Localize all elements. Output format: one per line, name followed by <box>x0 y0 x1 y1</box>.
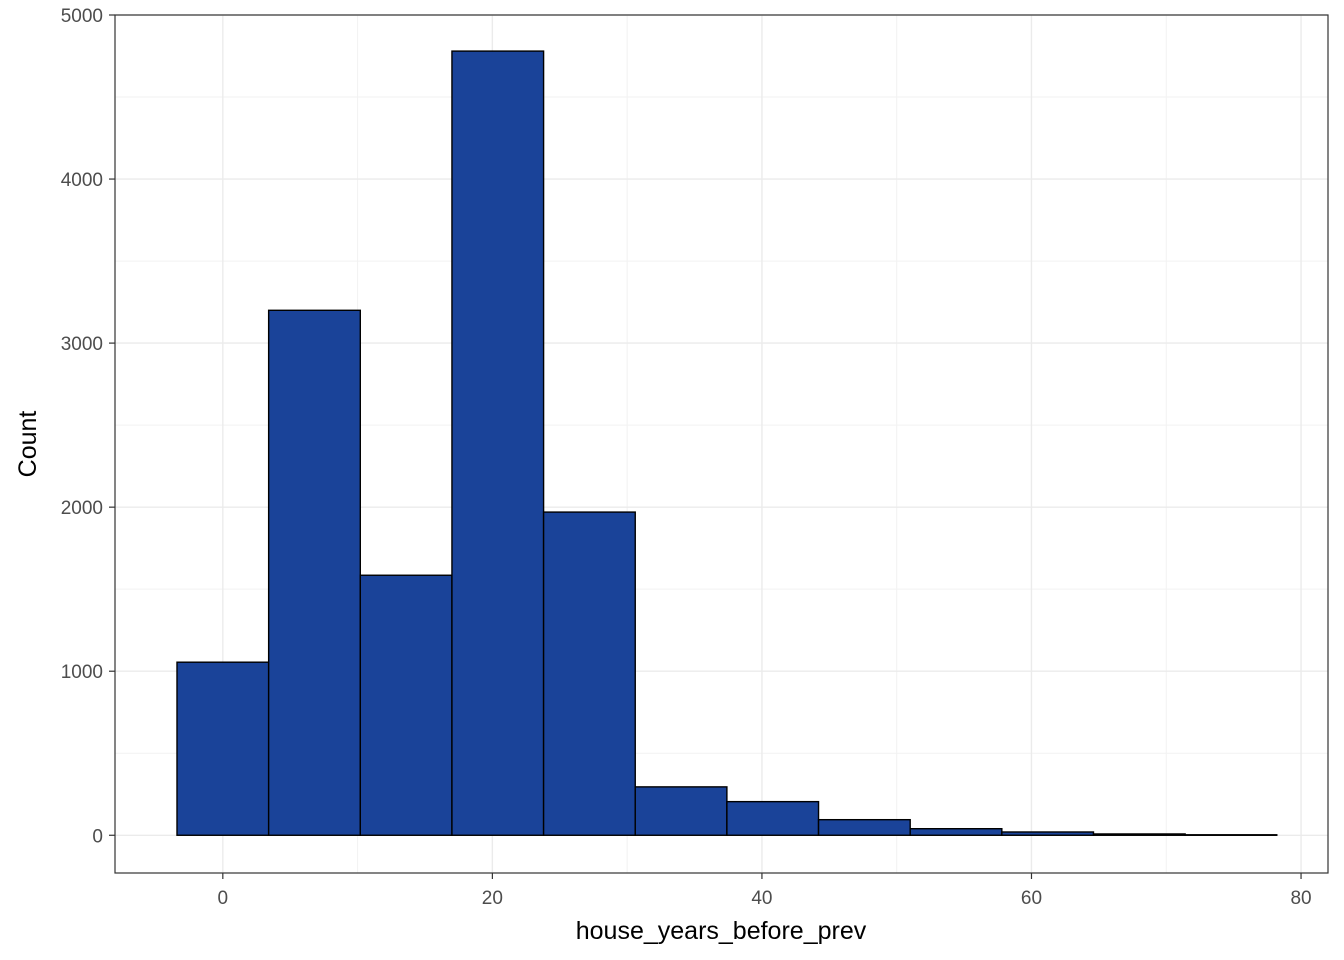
histogram-bar <box>726 800 820 836</box>
x-axis: 0 20 40 60 80 <box>218 873 1312 909</box>
y-axis-title: Count <box>14 411 42 478</box>
x-axis-title: house_years_before_prev <box>576 917 867 945</box>
x-tick-label: 80 <box>1290 888 1311 909</box>
histogram-bar <box>359 574 453 836</box>
histogram-bar <box>634 786 728 836</box>
x-tick-label: 60 <box>1021 888 1042 909</box>
panel-border <box>114 14 1329 874</box>
bars-layer <box>176 50 1278 836</box>
histogram-bar <box>542 511 636 836</box>
y-tick-label: 1000 <box>61 662 103 683</box>
x-tick-label: 40 <box>751 888 772 909</box>
x-tick-label: 20 <box>482 888 503 909</box>
histogram-bar <box>267 309 361 836</box>
histogram-bar <box>451 50 545 836</box>
y-tick-label: 3000 <box>61 334 103 355</box>
y-axis: 0 1000 2000 3000 4000 5000 <box>61 6 115 847</box>
histogram-bar <box>1184 834 1278 836</box>
histogram-bar <box>909 828 1003 836</box>
histogram-bar <box>1092 833 1186 836</box>
histogram-bar <box>817 818 911 836</box>
histogram-bar <box>176 661 270 836</box>
histogram-bar <box>1001 831 1095 836</box>
y-tick-label: 5000 <box>61 6 103 27</box>
y-tick-label: 0 <box>92 826 103 847</box>
y-tick-label: 2000 <box>61 498 103 519</box>
y-tick-label: 4000 <box>61 170 103 191</box>
x-tick-label: 0 <box>218 888 229 909</box>
